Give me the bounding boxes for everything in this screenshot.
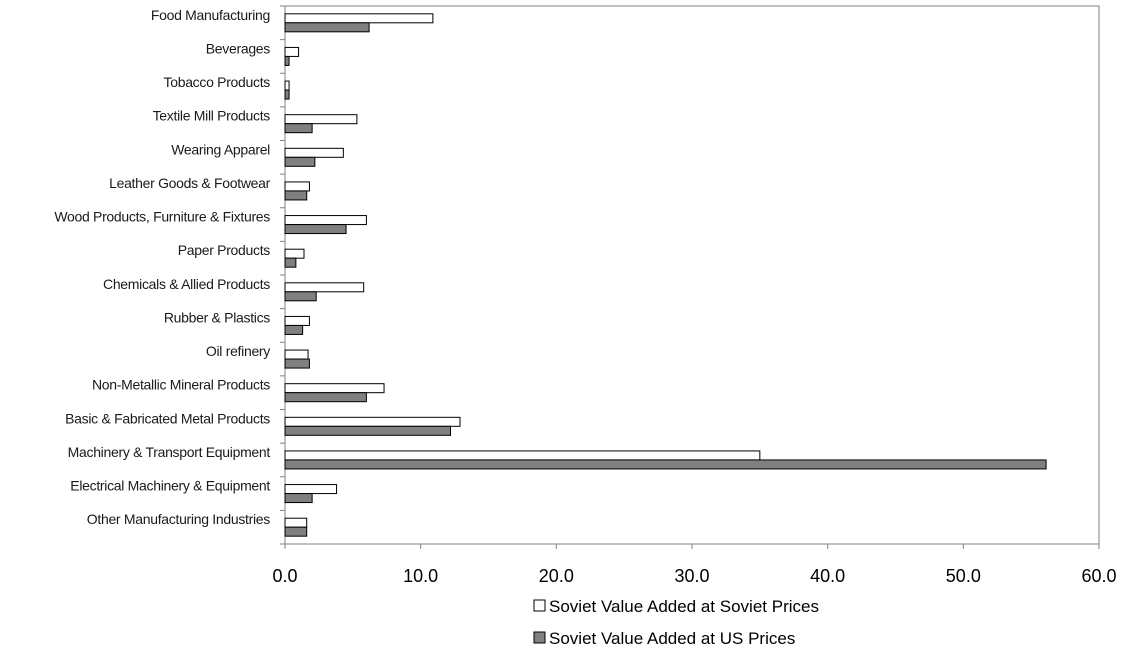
- bar-leather-goods-footwear-us-prices: [284, 190, 308, 201]
- bar-other-manufacturing-industries-us-prices: [284, 526, 308, 537]
- bar-chemicals-allied-products-soviet-prices: [284, 282, 365, 293]
- x-tick-label: 60.0: [1081, 566, 1116, 586]
- bar-textile-mill-products-soviet-prices: [284, 114, 358, 125]
- bar-basic-fabricated-metal-products-us-prices: [284, 425, 452, 436]
- x-tick-label: 30.0: [674, 566, 709, 586]
- tick-group: [280, 5, 1100, 549]
- bar-non-metallic-mineral-products-soviet-prices: [284, 383, 385, 394]
- bar-machinery-transport-equipment-us-prices: [284, 459, 1047, 470]
- category-label: Basic & Fabricated Metal Products: [65, 410, 270, 426]
- bar-wood-products-furniture-fixtures-us-prices: [284, 224, 347, 235]
- category-label: Wood Products, Furniture & Fixtures: [54, 209, 270, 225]
- category-label: Oil refinery: [206, 343, 270, 359]
- bar-electrical-machinery-equipment-soviet-prices: [284, 484, 338, 495]
- legend-swatch-us-prices: [533, 631, 546, 644]
- category-label: Chemicals & Allied Products: [103, 276, 270, 292]
- bar-leather-goods-footwear-soviet-prices: [284, 181, 310, 192]
- legend-label-soviet-prices: Soviet Value Added at Soviet Prices: [549, 597, 819, 616]
- category-label: Tobacco Products: [164, 74, 271, 90]
- bar-tobacco-products-soviet-prices: [284, 80, 290, 91]
- bar-wearing-apparel-soviet-prices: [284, 147, 344, 158]
- bar-basic-fabricated-metal-products-soviet-prices: [284, 416, 461, 427]
- category-label: Rubber & Plastics: [164, 309, 270, 325]
- bar-wood-products-furniture-fixtures-soviet-prices: [284, 215, 367, 226]
- bar-tobacco-products-us-prices: [284, 89, 290, 100]
- bar-non-metallic-mineral-products-us-prices: [284, 392, 367, 403]
- bar-electrical-machinery-equipment-us-prices: [284, 493, 313, 504]
- bar-beverages-us-prices: [284, 55, 290, 66]
- bar-other-manufacturing-industries-soviet-prices: [284, 517, 308, 528]
- x-tick-label: 10.0: [403, 566, 438, 586]
- x-tick-label-group: 0.0 10.0 20.0 30.0 40.0 50.0 60.0: [272, 566, 1116, 586]
- bar-food-manufacturing-us-prices: [284, 22, 370, 33]
- bar-oil-refinery-soviet-prices: [284, 349, 309, 360]
- legend: Soviet Value Added at Soviet Prices Sovi…: [533, 597, 819, 648]
- category-label: Leather Goods & Footwear: [109, 175, 271, 191]
- bar-paper-products-us-prices: [284, 257, 297, 268]
- bar-group: [284, 13, 1047, 537]
- bar-paper-products-soviet-prices: [284, 248, 305, 259]
- category-label: Paper Products: [178, 242, 271, 258]
- x-tick-label: 0.0: [272, 566, 297, 586]
- category-label: Wearing Apparel: [171, 141, 270, 157]
- bar-oil-refinery-us-prices: [284, 358, 310, 369]
- legend-swatch-soviet-prices: [533, 599, 546, 612]
- category-label: Electrical Machinery & Equipment: [70, 478, 270, 494]
- bar-textile-mill-products-us-prices: [284, 123, 313, 134]
- x-tick-label: 50.0: [946, 566, 981, 586]
- category-label: Machinery & Transport Equipment: [68, 444, 271, 460]
- bar-beverages-soviet-prices: [284, 46, 300, 57]
- category-label: Non-Metallic Mineral Products: [92, 377, 270, 393]
- category-label: Other Manufacturing Industries: [87, 511, 271, 527]
- bar-chemicals-allied-products-us-prices: [284, 291, 317, 302]
- category-label: Food Manufacturing: [151, 7, 270, 23]
- category-label-group: Food Manufacturing Beverages Tobacco Produ…: [54, 7, 271, 527]
- category-label: Textile Mill Products: [153, 108, 271, 124]
- bar-rubber-plastics-soviet-prices: [284, 315, 310, 326]
- category-label: Beverages: [206, 40, 271, 56]
- bar-rubber-plastics-us-prices: [284, 324, 304, 335]
- x-tick-label: 40.0: [810, 566, 845, 586]
- bar-food-manufacturing-soviet-prices: [284, 13, 434, 24]
- x-tick-label: 20.0: [539, 566, 574, 586]
- legend-label-us-prices: Soviet Value Added at US Prices: [549, 629, 795, 648]
- bar-machinery-transport-equipment-soviet-prices: [284, 450, 761, 461]
- bar-wearing-apparel-us-prices: [284, 156, 316, 167]
